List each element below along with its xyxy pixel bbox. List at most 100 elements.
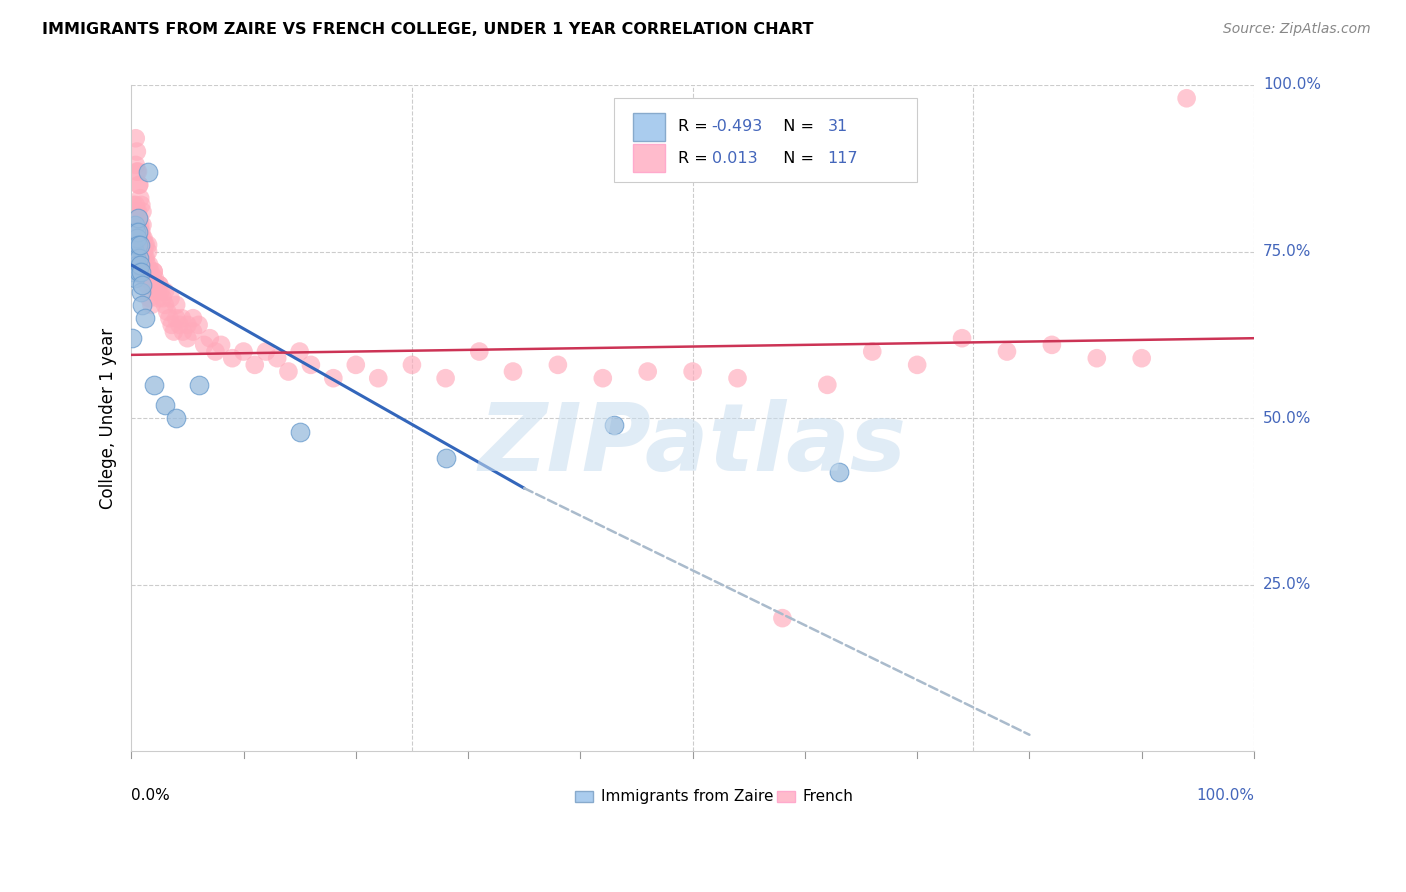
Point xyxy=(193,338,215,352)
Point xyxy=(299,358,322,372)
Point xyxy=(221,351,243,366)
Point xyxy=(209,338,232,352)
Point xyxy=(131,238,153,252)
Point xyxy=(125,204,148,219)
Point xyxy=(131,285,153,299)
Point xyxy=(121,331,143,345)
Point xyxy=(434,371,457,385)
Point xyxy=(129,258,152,272)
Point xyxy=(131,218,153,232)
Point xyxy=(815,377,838,392)
Point xyxy=(277,365,299,379)
Point xyxy=(129,191,152,205)
Text: 117: 117 xyxy=(827,151,858,166)
Point xyxy=(125,231,148,245)
Point xyxy=(146,285,169,299)
Point xyxy=(995,344,1018,359)
Point xyxy=(169,318,191,332)
Point xyxy=(136,277,159,292)
Point xyxy=(129,231,152,245)
Point xyxy=(141,271,163,285)
Text: N =: N = xyxy=(773,151,820,166)
Point xyxy=(148,277,170,292)
Point xyxy=(288,344,311,359)
Point xyxy=(131,204,153,219)
Point xyxy=(176,318,198,332)
Point xyxy=(143,271,166,285)
Point xyxy=(1130,351,1153,366)
Point xyxy=(134,238,156,252)
Point xyxy=(124,225,146,239)
Point xyxy=(149,285,172,299)
Point xyxy=(232,344,254,359)
Point xyxy=(172,325,194,339)
Text: 100.0%: 100.0% xyxy=(1263,78,1322,93)
Point xyxy=(152,291,174,305)
Point xyxy=(127,211,149,226)
Point xyxy=(156,304,179,318)
Point xyxy=(770,611,793,625)
Point xyxy=(131,231,153,245)
Point xyxy=(124,218,146,232)
Point xyxy=(136,164,159,178)
Point xyxy=(142,264,165,278)
Point xyxy=(145,277,167,292)
Point xyxy=(142,264,165,278)
Point xyxy=(682,365,704,379)
Text: 25.0%: 25.0% xyxy=(1263,577,1312,592)
Point xyxy=(128,178,150,192)
Point xyxy=(181,311,204,326)
Point xyxy=(125,158,148,172)
Point xyxy=(139,264,162,278)
Point xyxy=(127,164,149,178)
Point xyxy=(136,258,159,272)
Point xyxy=(129,244,152,259)
Y-axis label: College, Under 1 year: College, Under 1 year xyxy=(100,327,117,508)
Text: ZIPatlas: ZIPatlas xyxy=(478,399,907,491)
Point xyxy=(129,218,152,232)
Point xyxy=(138,258,160,272)
Point xyxy=(125,238,148,252)
Point xyxy=(176,331,198,345)
Text: French: French xyxy=(803,789,853,805)
Point xyxy=(153,298,176,312)
Point xyxy=(136,264,159,278)
Point xyxy=(127,218,149,232)
Point xyxy=(135,251,157,265)
Point xyxy=(134,251,156,265)
Point xyxy=(142,277,165,292)
Point xyxy=(125,225,148,239)
Point xyxy=(367,371,389,385)
Point xyxy=(128,225,150,239)
Text: R =: R = xyxy=(678,120,713,135)
Point xyxy=(827,465,849,479)
Point xyxy=(153,285,176,299)
Point xyxy=(141,298,163,312)
Text: -0.493: -0.493 xyxy=(711,120,763,135)
Point xyxy=(1175,91,1198,105)
Point xyxy=(127,225,149,239)
Bar xyxy=(633,113,665,141)
Point xyxy=(266,351,288,366)
Point xyxy=(125,198,148,212)
Point xyxy=(1085,351,1108,366)
Point xyxy=(138,291,160,305)
Point xyxy=(468,344,491,359)
Point xyxy=(125,218,148,232)
Point xyxy=(129,231,152,245)
Point xyxy=(131,251,153,265)
Text: Source: ZipAtlas.com: Source: ZipAtlas.com xyxy=(1223,22,1371,37)
Bar xyxy=(575,791,593,802)
Point xyxy=(122,198,145,212)
Point xyxy=(160,318,183,332)
Point xyxy=(243,358,266,372)
Point xyxy=(127,238,149,252)
Point xyxy=(170,311,193,326)
Point xyxy=(127,204,149,219)
Point xyxy=(131,264,153,278)
Point xyxy=(727,371,749,385)
Point xyxy=(254,344,277,359)
Point xyxy=(142,377,165,392)
Point xyxy=(131,277,153,292)
Text: 31: 31 xyxy=(827,120,848,135)
